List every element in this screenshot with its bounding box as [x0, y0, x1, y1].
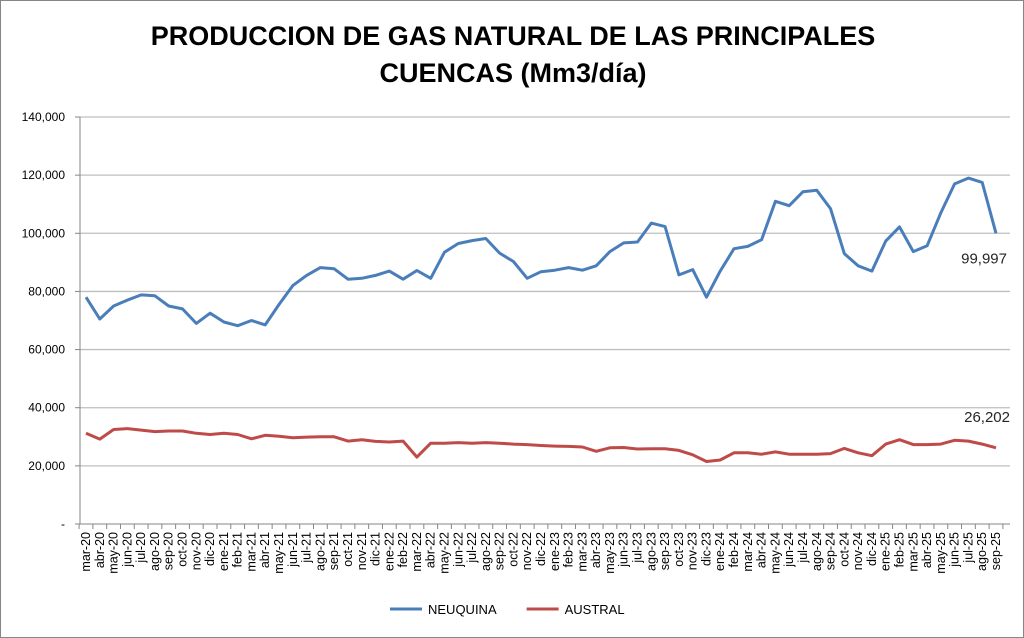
x-tick-label: ago-21: [313, 532, 327, 571]
x-tick-label: feb-25: [892, 532, 906, 567]
x-tick-label: dic-24: [865, 532, 879, 566]
x-tick-label: ago-25: [975, 532, 989, 571]
x-tick-label: feb-23: [562, 532, 576, 567]
x-tick-label: jun-20: [120, 532, 134, 568]
chart-title-line2: CUENCAS (Mm3/día): [379, 58, 647, 88]
x-tick-label: abr-23: [589, 532, 603, 568]
y-tick-label: 80,000: [28, 284, 65, 298]
x-tick-label: oct-21: [341, 532, 355, 567]
x-tick-label: mar-22: [410, 532, 424, 572]
y-tick-label: 100,000: [22, 226, 66, 240]
y-tick-label: 20,000: [28, 459, 65, 473]
x-tick-label: dic-22: [534, 532, 548, 566]
x-tick-label: ene-24: [713, 532, 727, 571]
x-tick-label: nov-20: [189, 532, 203, 570]
x-tick-label: jul-22: [465, 532, 479, 564]
x-tick-label: jul-23: [631, 532, 645, 564]
x-tick-label: feb-21: [231, 532, 245, 567]
x-tick-label: jun-24: [782, 532, 796, 568]
x-tick-label: dic-20: [203, 532, 217, 566]
x-tick-label: sep-21: [327, 532, 341, 570]
x-tick-label: jun-21: [286, 532, 300, 568]
x-tick-label: mar-20: [79, 532, 93, 572]
x-tick-label: ago-24: [810, 532, 824, 571]
x-tick-label: ene-23: [548, 532, 562, 571]
x-tick-label: jun-22: [451, 532, 465, 568]
y-tick-label: 40,000: [28, 401, 65, 415]
series-line-austral: [85, 427, 997, 463]
x-tick-label: ene-25: [879, 532, 893, 571]
x-tick-label: oct-22: [506, 532, 520, 567]
x-tick-label: nov-23: [686, 532, 700, 570]
x-tick-label: sep-24: [824, 532, 838, 570]
x-tick-label: abr-20: [93, 532, 107, 568]
x-tick-label: jul-21: [300, 532, 314, 564]
legend-label-austral: AUSTRAL: [565, 602, 625, 617]
x-tick-label: abr-24: [755, 532, 769, 568]
x-tick-label: mar-24: [741, 532, 755, 572]
x-tick-label: ago-20: [148, 532, 162, 571]
x-tick-label: oct-20: [176, 532, 190, 567]
x-tick-label: sep-20: [162, 532, 176, 570]
x-tick-label: feb-24: [727, 532, 741, 567]
x-tick-label: dic-23: [699, 532, 713, 566]
x-tick-label: may-25: [934, 532, 948, 574]
legend-label-neuquina: NEUQUINA: [428, 602, 497, 617]
x-tick-label: jun-23: [617, 532, 631, 568]
x-tick-label: nov-24: [851, 532, 865, 570]
x-tick-label: jun-25: [948, 532, 962, 568]
x-tick-label: nov-22: [520, 532, 534, 570]
x-tick-label: may-24: [768, 532, 782, 574]
data-label-last: 26,202: [964, 409, 1010, 426]
x-tick-label: feb-22: [396, 532, 410, 567]
y-tick-label: 120,000: [22, 168, 66, 182]
x-tick-label: oct-24: [837, 532, 851, 567]
chart-title-line1: PRODUCCION DE GAS NATURAL DE LAS PRINCIP…: [150, 21, 876, 51]
data-label-last: 99,997: [961, 250, 1007, 267]
y-tick-label: -: [61, 517, 65, 531]
x-tick-label: mar-25: [906, 532, 920, 572]
x-tick-label: mar-23: [575, 532, 589, 572]
x-tick-label: mar-21: [244, 532, 258, 572]
x-tick-label: ago-23: [644, 532, 658, 571]
x-tick-label: ago-22: [479, 532, 493, 571]
y-tick-label: 140,000: [22, 110, 66, 124]
x-tick-label: may-20: [107, 532, 121, 574]
x-tick-label: jul-25: [961, 532, 975, 564]
x-tick-label: abr-25: [920, 532, 934, 568]
x-tick-label: sep-25: [989, 532, 1003, 570]
x-tick-label: abr-21: [258, 532, 272, 568]
x-tick-label: oct-23: [672, 532, 686, 567]
x-tick-label: ene-21: [217, 532, 231, 571]
x-tick-label: may-21: [272, 532, 286, 574]
x-tick-label: may-23: [603, 532, 617, 574]
x-tick-label: abr-22: [424, 532, 438, 568]
y-tick-label: 60,000: [28, 343, 65, 357]
x-tick-label: sep-23: [658, 532, 672, 570]
x-tick-label: nov-21: [355, 532, 369, 570]
series-line-neuquina: [84, 176, 998, 328]
x-tick-label: jul-24: [796, 532, 810, 564]
x-tick-label: dic-21: [369, 532, 383, 566]
x-tick-label: jul-20: [134, 532, 148, 564]
x-tick-label: ene-22: [382, 532, 396, 571]
x-tick-label: may-22: [437, 532, 451, 574]
x-tick-label: sep-22: [493, 532, 507, 570]
